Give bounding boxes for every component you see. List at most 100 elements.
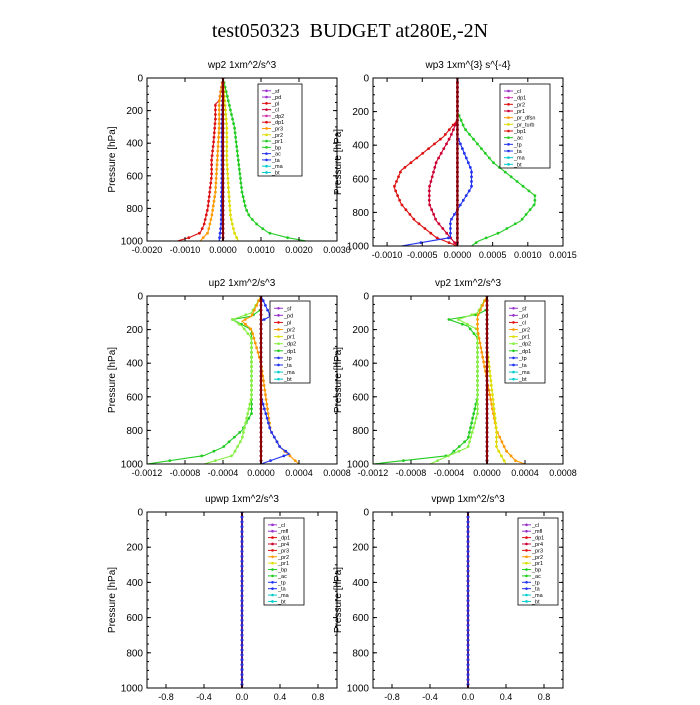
legend-label: _mfl (277, 529, 288, 535)
series-point (443, 133, 447, 136)
x-tick-label: 0.0020 (285, 245, 313, 255)
legend-label: _dp2 (283, 342, 296, 348)
series-point (428, 184, 431, 188)
legend-marker (271, 600, 274, 603)
series-point (235, 145, 239, 148)
y-tick-label: 200 (352, 543, 369, 554)
series-point (404, 208, 408, 212)
chart-title: upwp 1xm^2/s^3 (205, 494, 279, 505)
series-point (240, 678, 244, 681)
series-point (240, 668, 244, 672)
y-tick-label: 0 (363, 292, 369, 303)
legend-marker (271, 555, 274, 559)
series-point (222, 445, 226, 448)
series-point (485, 454, 489, 458)
legend-label: _ta (283, 363, 293, 369)
series-point (466, 550, 470, 553)
series-point (229, 218, 233, 221)
legend-box (263, 517, 305, 606)
series-point (456, 203, 459, 207)
legend-marker (277, 314, 280, 317)
series-point (228, 104, 231, 107)
chart-5: upwp 1xm^2/s^3 Pressure [hPa] 0 200 400 600 80… (107, 494, 338, 702)
series-point (259, 322, 263, 326)
series-point (210, 167, 214, 171)
series-point (402, 459, 405, 462)
series-point (221, 117, 225, 121)
legend-label: _cl (531, 523, 539, 529)
series-point (464, 156, 468, 160)
legend-marker (265, 139, 268, 143)
legend-marker (277, 377, 280, 381)
series-point (429, 231, 433, 235)
series-point (217, 104, 221, 107)
series-point (473, 421, 477, 425)
legend-label: _ta (518, 363, 528, 369)
series-point (238, 172, 242, 176)
series-point (466, 569, 470, 573)
legend-label: _bt (518, 377, 527, 383)
x-tick-label: -0.0020 (132, 245, 163, 255)
series-point (456, 90, 459, 94)
series-point (449, 222, 452, 226)
series-point (434, 161, 438, 165)
series-point (502, 459, 506, 462)
legend-box (269, 300, 311, 384)
series-point (447, 241, 451, 245)
series-point (466, 564, 470, 568)
legend-marker (271, 568, 274, 571)
x-tick-label: 0.0005 (479, 250, 507, 260)
series-point (476, 332, 480, 335)
series-point (210, 158, 214, 162)
y-tick-label: 400 (352, 141, 369, 152)
series-point (485, 332, 489, 335)
series-point (453, 213, 456, 216)
series-point (492, 161, 495, 165)
series-group (240, 512, 244, 688)
series-point (243, 318, 247, 321)
x-tick-label: -0.0008 (170, 468, 201, 478)
series-point (464, 128, 467, 132)
series-point (250, 341, 253, 345)
series-point (221, 209, 225, 212)
y-tick-label: 0 (363, 508, 369, 519)
series-point (259, 374, 263, 378)
x-tick-label: -0.8 (384, 692, 400, 700)
series-point (256, 351, 260, 354)
series-point (483, 299, 487, 303)
series-point (259, 336, 263, 340)
series-point (227, 190, 231, 194)
series-point (466, 619, 470, 622)
series-point (466, 678, 470, 681)
series-point (445, 142, 448, 146)
legend-label: _cl (271, 108, 279, 114)
legend-marker (512, 356, 515, 360)
series-point (259, 421, 263, 425)
series-point (219, 227, 223, 231)
series-point (500, 440, 504, 444)
series-point (210, 172, 214, 176)
series-point (240, 589, 244, 593)
series-point (234, 135, 238, 139)
series-point (215, 158, 219, 162)
series-point (466, 623, 470, 627)
series-point (259, 416, 263, 420)
series-point (232, 227, 235, 231)
series-point (514, 459, 517, 462)
series-point (461, 147, 464, 151)
series-point (447, 236, 450, 240)
series-point (485, 346, 489, 350)
series-point (494, 426, 498, 430)
series-point (513, 222, 517, 226)
series-point (485, 299, 489, 303)
series-point (476, 388, 479, 392)
y-tick-label: 1000 (121, 460, 144, 471)
series-point (447, 128, 451, 132)
series-point (250, 393, 253, 397)
series-point (259, 402, 263, 406)
series-point (230, 222, 234, 226)
series-point (261, 402, 265, 406)
series-point (217, 126, 221, 130)
legend-label: _pl (271, 101, 279, 107)
series-point (488, 369, 492, 373)
